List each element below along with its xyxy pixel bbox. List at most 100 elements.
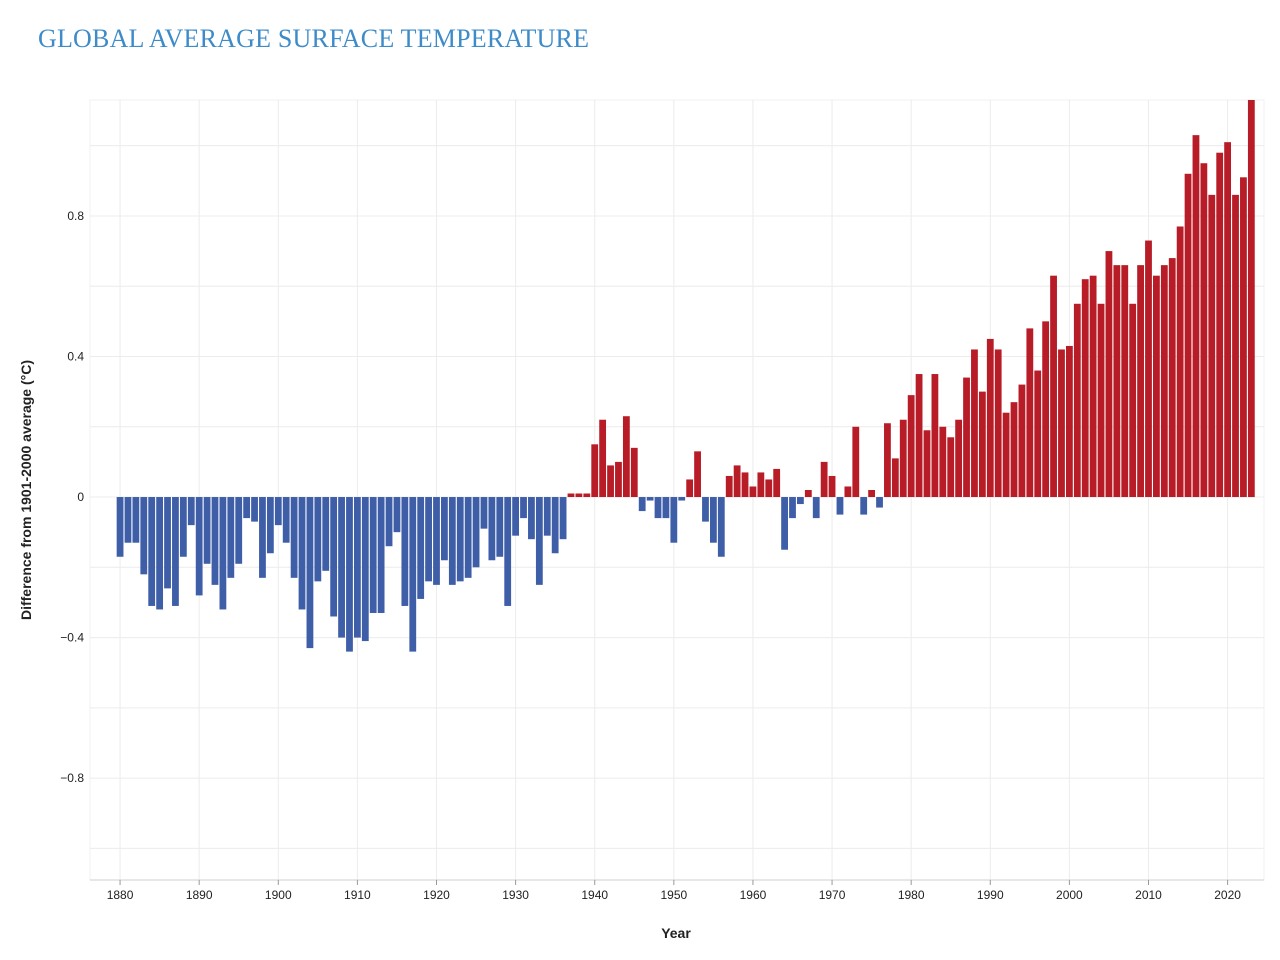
bar-2003 xyxy=(1089,275,1097,498)
bar-1957 xyxy=(725,475,733,498)
bar-2000 xyxy=(1065,345,1073,498)
bar-1903 xyxy=(298,497,306,610)
x-tick-label: 1890 xyxy=(186,888,213,902)
bar-2012 xyxy=(1160,265,1168,498)
bar-1961 xyxy=(757,472,765,498)
bar-1911 xyxy=(361,497,369,642)
bar-1941 xyxy=(599,419,607,498)
bar-1949 xyxy=(662,497,670,519)
bar-1966 xyxy=(797,497,804,505)
y-axis-title: Difference from 1901-2000 average (°C) xyxy=(18,360,34,620)
bar-1951 xyxy=(678,497,686,501)
bar-1973 xyxy=(852,426,860,498)
bar-1972 xyxy=(844,486,852,498)
bar-1948 xyxy=(654,497,662,519)
bar-1995 xyxy=(1026,328,1034,498)
bar-2015 xyxy=(1184,173,1192,498)
bar-1990 xyxy=(986,338,994,498)
bar-2006 xyxy=(1113,265,1121,498)
bar-1921 xyxy=(441,497,448,561)
bar-1962 xyxy=(765,479,773,498)
bar-1889 xyxy=(187,497,195,526)
bar-1963 xyxy=(773,468,781,498)
bar-1919 xyxy=(425,497,432,582)
bar-1937 xyxy=(567,493,575,498)
bar-1967 xyxy=(804,490,812,498)
bar-1997 xyxy=(1042,321,1050,498)
bar-1983 xyxy=(931,374,939,498)
bar-1933 xyxy=(535,497,543,585)
bar-1917 xyxy=(409,497,417,652)
bar-1986 xyxy=(955,419,963,498)
bar-1953 xyxy=(694,451,701,498)
bar-1982 xyxy=(923,430,931,498)
bar-1955 xyxy=(709,497,717,543)
bar-1904 xyxy=(306,497,314,649)
bar-1925 xyxy=(472,497,480,568)
bar-1992 xyxy=(1002,412,1010,498)
bar-1914 xyxy=(385,497,393,547)
bar-1888 xyxy=(179,497,187,557)
y-tick-label: 0.4 xyxy=(67,349,84,363)
x-tick-label: 1980 xyxy=(898,888,925,902)
bar-1883 xyxy=(140,497,148,575)
bar-1909 xyxy=(346,497,353,652)
bar-2018 xyxy=(1208,194,1216,498)
bar-1954 xyxy=(702,497,709,522)
bar-1960 xyxy=(749,486,757,498)
bar-1916 xyxy=(401,497,409,606)
bar-1893 xyxy=(219,497,227,610)
bar-1932 xyxy=(528,497,535,540)
bar-2023 xyxy=(1247,100,1255,498)
bar-1936 xyxy=(559,497,567,540)
bar-1985 xyxy=(947,437,955,498)
bar-1898 xyxy=(259,497,266,578)
bar-1980 xyxy=(907,395,915,498)
bar-1885 xyxy=(156,497,164,610)
bar-1890 xyxy=(195,497,203,596)
x-tick-label: 1920 xyxy=(423,888,450,902)
tick-layer: 0.8 0.4 0 −0.4 −0.8 1880 1890 1900 1910 1920 1930 1… xyxy=(60,209,1264,902)
bar-1974 xyxy=(860,497,868,515)
bar-2007 xyxy=(1121,265,1129,498)
bar-1979 xyxy=(899,419,907,498)
bar-1915 xyxy=(393,497,401,533)
bar-1999 xyxy=(1058,349,1065,498)
bar-1991 xyxy=(994,349,1002,498)
bar-2019 xyxy=(1216,152,1224,498)
bar-1988 xyxy=(971,349,978,498)
bar-2021 xyxy=(1232,194,1239,498)
bar-1922 xyxy=(448,497,456,585)
y-tick-label: −0.8 xyxy=(60,771,84,785)
bar-2011 xyxy=(1153,275,1160,498)
bar-1947 xyxy=(646,497,654,501)
bar-1881 xyxy=(124,497,132,543)
bar-1880 xyxy=(116,497,124,557)
bar-1892 xyxy=(211,497,219,585)
bar-1910 xyxy=(353,497,361,638)
bar-1956 xyxy=(717,497,725,557)
bar-1930 xyxy=(512,497,520,536)
bar-1908 xyxy=(338,497,345,638)
bar-1950 xyxy=(670,497,678,543)
bar-1994 xyxy=(1018,384,1026,498)
x-tick-label: 2010 xyxy=(1135,888,1162,902)
bar-2001 xyxy=(1073,303,1081,498)
bar-2014 xyxy=(1176,226,1184,498)
bar-1977 xyxy=(884,423,891,498)
bar-1901 xyxy=(282,497,290,543)
bar-1882 xyxy=(132,497,140,543)
bar-1905 xyxy=(314,497,322,582)
bar-1964 xyxy=(781,497,788,550)
bar-1968 xyxy=(812,497,820,519)
x-tick-label: 1930 xyxy=(502,888,529,902)
bar-1884 xyxy=(148,497,156,606)
bar-2005 xyxy=(1105,251,1113,498)
bar-1993 xyxy=(1010,402,1018,498)
bar-2002 xyxy=(1081,279,1089,498)
bar-1897 xyxy=(251,497,258,522)
bar-1946 xyxy=(638,497,646,512)
bar-1952 xyxy=(686,479,694,498)
bar-1971 xyxy=(836,497,844,515)
bar-1924 xyxy=(464,497,472,578)
